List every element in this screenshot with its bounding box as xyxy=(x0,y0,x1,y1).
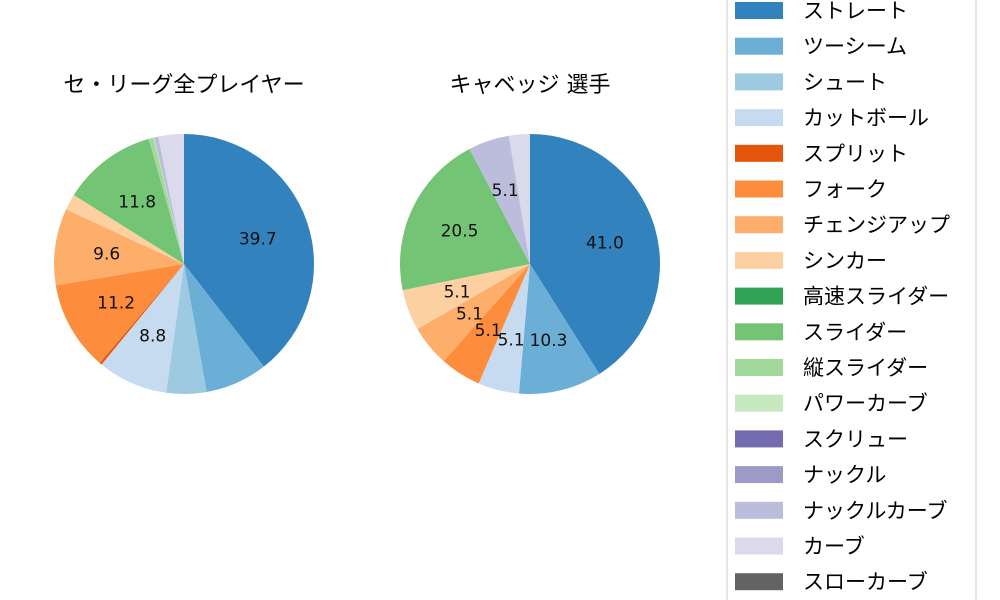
legend-label: ナックル xyxy=(803,463,886,487)
pie-slice-スライダー xyxy=(400,148,530,291)
legend-swatch xyxy=(735,287,783,305)
pie-slice-label: 5.1 xyxy=(444,283,471,303)
pie-slice-シンカー xyxy=(66,195,184,264)
pie-slice-label: 5.1 xyxy=(475,321,502,341)
pie-slice-フォーク xyxy=(443,264,530,384)
legend-frame xyxy=(726,0,977,600)
pie-slice-ナックルカーブ xyxy=(154,136,184,264)
pie-slice-カーブ xyxy=(158,134,184,264)
legend-swatch xyxy=(735,144,783,162)
legend-swatch xyxy=(735,323,783,341)
legend-swatch xyxy=(735,251,783,269)
legend-swatch xyxy=(735,537,783,555)
pie-league: 39.7 8.811.2 9.6 11.8 xyxy=(54,134,315,394)
legend-label: シンカー xyxy=(803,249,887,273)
pie-slice-label: 11.8 xyxy=(118,193,156,213)
legend-swatch xyxy=(735,394,783,412)
pie-slice-label: 20.5 xyxy=(441,222,479,242)
pie-slice-スライダー xyxy=(73,138,184,264)
legend-label: スライダー xyxy=(803,320,907,344)
legend-label: スクリュー xyxy=(803,427,908,451)
pie-slice-label: 5.1 xyxy=(498,331,525,351)
legend-swatch xyxy=(735,430,783,448)
pie-slice-label: 41.0 xyxy=(586,233,624,253)
pie-slice-スプリット xyxy=(99,264,184,365)
pie-slice-label: 5.1 xyxy=(456,304,483,324)
legend-label: ストレート xyxy=(803,0,908,23)
pie-slice-label: 5.1 xyxy=(492,181,519,201)
pie-slice-フォーク xyxy=(55,264,184,363)
legend-swatch xyxy=(735,573,783,591)
legend-swatch xyxy=(735,466,783,484)
legend-swatch xyxy=(735,216,783,234)
pie-slice-ナックルカーブ xyxy=(469,135,530,264)
pie-slice-ストレート xyxy=(184,134,315,367)
legend-swatch xyxy=(735,501,783,519)
pie-slice-label: 11.2 xyxy=(97,293,135,313)
legend-label: シュート xyxy=(803,70,887,94)
pie-slice-カーブ xyxy=(508,134,530,264)
pie-slice-シンカー xyxy=(402,264,530,329)
legend-label: フォーク xyxy=(803,178,887,202)
legend-swatch xyxy=(735,359,783,376)
pie-slice-カットボール xyxy=(478,264,530,394)
legend-label: 縦スライダー xyxy=(803,356,928,380)
legend-swatch xyxy=(735,2,783,19)
pie-slice-縦スライダー xyxy=(148,137,184,264)
legend-label: カーブ xyxy=(803,535,865,559)
pie-slice-ストレート xyxy=(530,134,660,374)
legend-swatch xyxy=(735,37,783,55)
pie-slice-シュート xyxy=(166,264,207,394)
chart-title-player: キャベッジ 選手 xyxy=(450,73,611,98)
pie-slice-label: 8.8 xyxy=(139,327,166,347)
legend-label: 高速スライダー xyxy=(803,285,949,309)
legend-label: カットボール xyxy=(803,106,929,130)
legend-label: スプリット xyxy=(803,142,908,166)
pie-slice-ツーシーム xyxy=(518,264,600,394)
legend-swatch xyxy=(735,109,783,127)
legend-label: チェンジアップ xyxy=(803,213,950,237)
pie-slice-チェンジアップ xyxy=(54,209,185,286)
pie-slice-label: 39.7 xyxy=(239,230,277,250)
legend: ストレートツーシームシュートカットボールスプリットフォークチェンジアップシンカー… xyxy=(726,0,977,600)
legend-swatch xyxy=(735,73,783,91)
legend-label: パワーカーブ xyxy=(803,392,928,416)
pie-slice-label: 9.6 xyxy=(93,245,120,265)
pie-slice-チェンジアップ xyxy=(417,264,530,362)
chart-title-league: セ・リーグ全プレイヤー xyxy=(63,73,304,98)
legend-label: スローカーブ xyxy=(803,570,928,594)
pie-slice-label: 10.3 xyxy=(530,331,568,351)
pie-slice-カットボール xyxy=(101,264,184,393)
pie-player: 41.010.35.15.15.15.120.55.1 xyxy=(400,134,660,394)
legend-swatch xyxy=(735,180,783,198)
pie-slice-パワーカーブ xyxy=(153,137,184,264)
pie-slice-ツーシーム xyxy=(184,264,264,393)
legend-label: ツーシーム xyxy=(803,35,907,59)
legend-label: ナックルカーブ xyxy=(803,499,947,523)
